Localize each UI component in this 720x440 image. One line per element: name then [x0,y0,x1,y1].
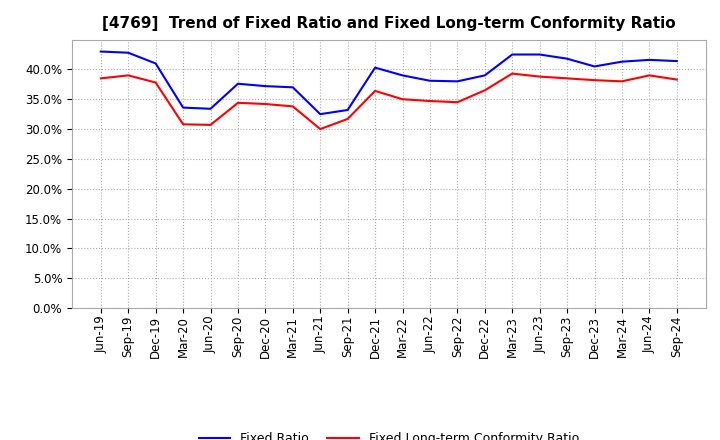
Legend: Fixed Ratio, Fixed Long-term Conformity Ratio: Fixed Ratio, Fixed Long-term Conformity … [194,427,584,440]
Fixed Long-term Conformity Ratio [179,121,187,127]
Fixed Long-term Conformity Ratio [508,71,516,76]
Line: Fixed Long-term Conformity Ratio: Fixed Long-term Conformity Ratio [101,73,677,129]
Fixed Long-term Conformity Ratio [618,79,626,84]
Fixed Long-term Conformity Ratio [261,101,270,106]
Fixed Long-term Conformity Ratio [563,76,572,81]
Fixed Ratio [508,52,516,57]
Fixed Ratio [233,81,242,86]
Fixed Long-term Conformity Ratio [590,77,599,83]
Fixed Ratio [371,65,379,70]
Fixed Ratio [261,84,270,89]
Fixed Long-term Conformity Ratio [151,80,160,85]
Fixed Long-term Conformity Ratio [536,74,544,79]
Fixed Long-term Conformity Ratio [371,88,379,94]
Fixed Long-term Conformity Ratio [453,99,462,105]
Fixed Long-term Conformity Ratio [124,73,132,78]
Fixed Long-term Conformity Ratio [289,104,297,109]
Fixed Ratio [563,56,572,61]
Fixed Long-term Conformity Ratio [316,126,325,132]
Fixed Ratio [151,61,160,66]
Fixed Long-term Conformity Ratio [343,116,352,121]
Fixed Long-term Conformity Ratio [398,97,407,102]
Fixed Ratio [398,73,407,78]
Fixed Ratio [426,78,434,84]
Line: Fixed Ratio: Fixed Ratio [101,51,677,114]
Fixed Ratio [316,111,325,117]
Fixed Long-term Conformity Ratio [426,99,434,104]
Fixed Ratio [618,59,626,64]
Fixed Ratio [645,57,654,62]
Fixed Ratio [453,79,462,84]
Fixed Ratio [96,49,105,54]
Fixed Ratio [590,64,599,69]
Fixed Ratio [289,84,297,90]
Fixed Ratio [343,107,352,113]
Fixed Ratio [672,59,681,64]
Fixed Ratio [536,52,544,57]
Fixed Long-term Conformity Ratio [645,73,654,78]
Fixed Ratio [124,50,132,55]
Fixed Ratio [206,106,215,111]
Fixed Ratio [179,105,187,110]
Fixed Long-term Conformity Ratio [206,122,215,128]
Fixed Long-term Conformity Ratio [96,76,105,81]
Fixed Long-term Conformity Ratio [480,88,489,93]
Fixed Long-term Conformity Ratio [672,77,681,82]
Title: [4769]  Trend of Fixed Ratio and Fixed Long-term Conformity Ratio: [4769] Trend of Fixed Ratio and Fixed Lo… [102,16,675,32]
Fixed Ratio [480,73,489,78]
Fixed Long-term Conformity Ratio [233,100,242,106]
